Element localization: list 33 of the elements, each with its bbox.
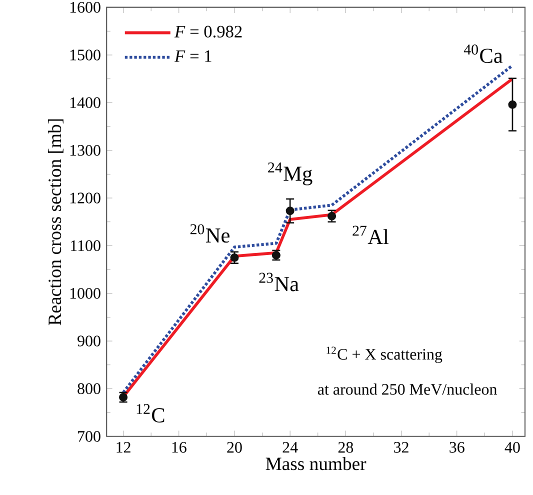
y-tick-label: 900: [78, 336, 100, 346]
y-tick-label: 1200: [70, 192, 100, 204]
x-tick-label: 12: [116, 442, 130, 453]
x-tick-label: 24: [282, 442, 298, 453]
y-tick-label: 1400: [70, 97, 100, 108]
point: [508, 100, 517, 109]
x-axis-title: Mass number: [266, 457, 366, 470]
annotation: $^{40}$Ca: [464, 44, 503, 64]
x-tick-label: 36: [450, 442, 464, 453]
x-tick-label: 28: [338, 442, 354, 453]
x-tick-label: 20: [227, 442, 242, 453]
legend-label: F = 1: [174, 50, 212, 62]
annotation: $^{24}$Mg: [268, 162, 312, 186]
y-tick-label: 1600: [70, 2, 100, 13]
y-tick-label: 1500: [70, 50, 100, 60]
y-tick-label: 1300: [70, 144, 100, 156]
annotation: $^{12}$C: [136, 404, 164, 422]
annotation: at around 250 MeV/nucleon: [318, 384, 498, 395]
y-tick-label: 1100: [71, 240, 100, 252]
x-tick-label: 32: [394, 442, 408, 453]
y-axis-title: Reaction cross section [mb]: [48, 119, 64, 326]
y-tick-label: 800: [78, 383, 100, 394]
y-tick-label: 1000: [70, 288, 100, 299]
x-tick-label: 40: [504, 442, 520, 453]
x-tick-label: 16: [172, 442, 186, 453]
point: [286, 206, 294, 216]
point: [328, 212, 336, 220]
annotation: $^{27}$Al: [352, 226, 389, 244]
y-tick-label: 700: [78, 430, 100, 442]
legend-label: F = 0.982: [174, 26, 242, 38]
annotation: $^{23}$Na: [259, 272, 299, 292]
annotation: $^{20}$Ne: [190, 224, 230, 243]
annotation: $^{12}$C + X scattering: [326, 346, 442, 364]
